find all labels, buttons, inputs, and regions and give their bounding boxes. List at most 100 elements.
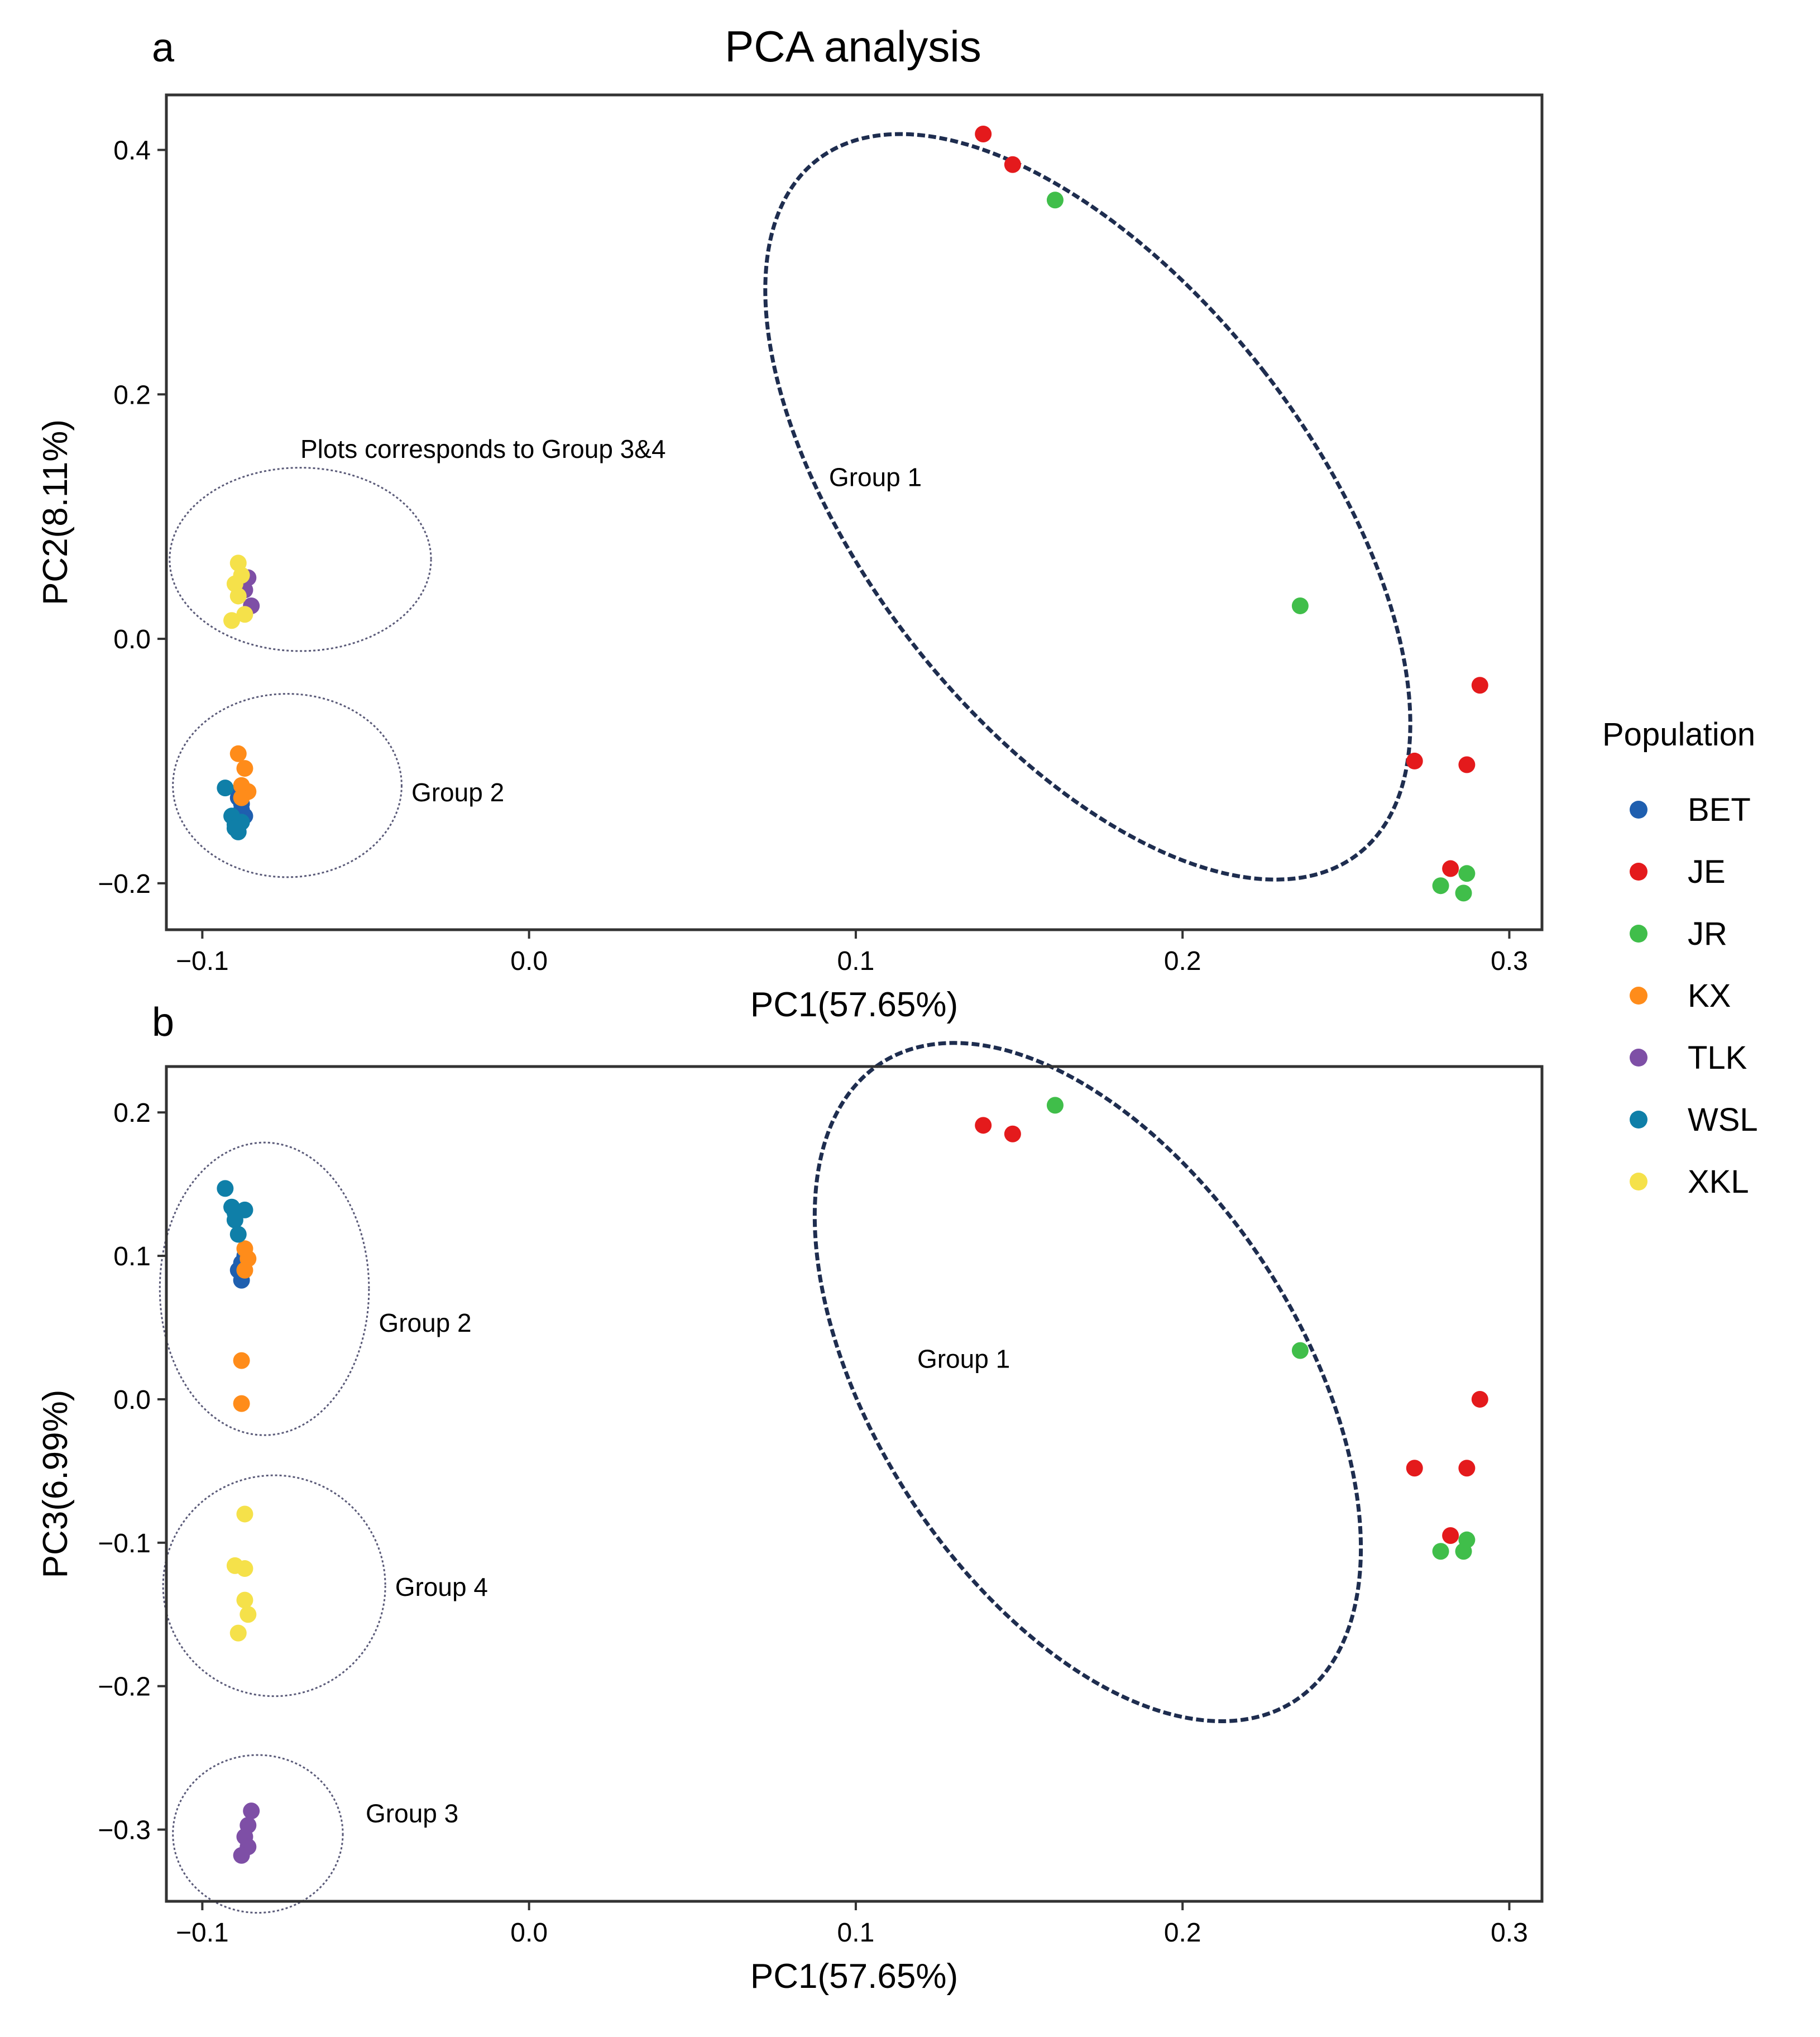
point-jr [1291, 1342, 1309, 1359]
x-tick-label: 0.0 [510, 1918, 548, 1948]
y-tick-label: −0.1 [98, 1529, 151, 1558]
legend-item-bet: BET [1630, 792, 1751, 828]
point-jr [1455, 884, 1472, 902]
point-kx [233, 1352, 250, 1369]
annotation: Group 4 [395, 1572, 488, 1601]
y-tick-label: 0.1 [113, 1242, 151, 1271]
point-wsl [229, 1226, 247, 1243]
plot-frame [165, 93, 1544, 931]
legend-label: JR [1688, 916, 1727, 952]
point-jr [1458, 1531, 1476, 1548]
figure-title: PCA analysis [725, 22, 981, 71]
annotation: Group 3 [366, 1799, 458, 1828]
y-tick-label: −0.2 [98, 869, 151, 899]
point-wsl [226, 1204, 243, 1222]
point-jr [1432, 877, 1449, 895]
point-je [1442, 860, 1459, 877]
legend-swatch [1630, 1173, 1647, 1190]
panel-label: a [152, 26, 175, 70]
group-ellipse-small [172, 1754, 344, 1914]
point-xkl [229, 1624, 247, 1642]
point-wsl [217, 780, 234, 797]
point-xkl [240, 1606, 257, 1623]
group-ellipse-small [172, 693, 403, 878]
y-tick-label: 0.0 [113, 625, 151, 654]
point-jr [1046, 1097, 1064, 1114]
group-ellipse-small [159, 1141, 370, 1436]
point-jr [1432, 1543, 1449, 1560]
legend-swatch [1630, 1049, 1647, 1067]
point-je [1442, 1527, 1459, 1544]
point-xkl [236, 1505, 253, 1523]
point-je [1471, 677, 1488, 694]
legend-label: KX [1688, 978, 1731, 1014]
point-xkl [236, 1560, 253, 1577]
legend-label: TLK [1688, 1040, 1747, 1076]
point-je [1004, 156, 1021, 173]
annotation: Group 2 [411, 778, 504, 807]
point-xkl [236, 606, 253, 623]
point-xkl [236, 1591, 253, 1609]
x-tick-label: 0.3 [1491, 946, 1528, 976]
legend-label: BET [1688, 792, 1751, 828]
legend-swatch [1630, 863, 1647, 881]
point-wsl [226, 820, 243, 837]
legend-label: JE [1688, 854, 1726, 890]
annotation: Group 1 [829, 462, 922, 491]
legend-item-xkl: XKL [1630, 1164, 1749, 1200]
point-kx [229, 745, 247, 762]
group-ellipse-small [169, 467, 432, 652]
point-tlk [233, 1847, 250, 1864]
point-je [1406, 752, 1423, 769]
point-jr [1046, 192, 1064, 209]
legend-swatch [1630, 925, 1647, 943]
legend-label: XKL [1688, 1164, 1749, 1200]
legend-label: WSL [1688, 1102, 1758, 1138]
y-tick-label: 0.4 [113, 136, 151, 165]
x-tick-label: 0.0 [510, 946, 548, 976]
y-tick-label: −0.3 [98, 1816, 151, 1845]
y-tick-label: 0.0 [113, 1385, 151, 1415]
point-kx [236, 1261, 253, 1279]
point-je [1458, 1460, 1476, 1477]
annotation: Group 1 [917, 1344, 1010, 1373]
legend-swatch [1630, 1111, 1647, 1129]
x-tick-label: −0.1 [176, 1918, 229, 1948]
annotation: Group 2 [379, 1308, 471, 1337]
group-ellipse-main [763, 132, 1412, 882]
legend-title: Population [1602, 716, 1755, 753]
y-axis-label: PC2(8.11%) [36, 419, 75, 605]
point-jr [1458, 865, 1476, 882]
legend-item-kx: KX [1630, 978, 1731, 1014]
panel-label: b [152, 1000, 174, 1045]
x-axis-label: PC1(57.65%) [750, 1957, 958, 1996]
x-tick-label: 0.1 [837, 1918, 875, 1948]
legend: Population BET JE JR KX TLK WSL XKL [1602, 716, 1758, 1200]
x-tick-label: 0.1 [837, 946, 875, 976]
legend-item-wsl: WSL [1630, 1102, 1758, 1138]
annotation: Plots corresponds to Group 3&4 [300, 434, 666, 463]
point-je [1406, 1460, 1423, 1477]
y-tick-label: −0.2 [98, 1672, 151, 1702]
group-ellipse-main [812, 1041, 1363, 1723]
group-ellipse-small [162, 1474, 386, 1698]
x-tick-label: 0.3 [1491, 1918, 1528, 1948]
point-jr [1291, 597, 1309, 614]
panel-a: a Plots corresponds to Group 3&4 Group 1 Gr… [36, 26, 1544, 1024]
point-tlk [243, 1802, 260, 1820]
x-tick-label: 0.2 [1164, 1918, 1201, 1948]
y-axis-label: PC3(6.99%) [36, 1390, 75, 1579]
legend-item-je: JE [1630, 854, 1726, 890]
x-axis-label: PC1(57.65%) [750, 986, 958, 1024]
point-je [975, 1117, 992, 1134]
legend-item-jr: JR [1630, 916, 1727, 952]
point-kx [236, 760, 253, 777]
point-kx [233, 789, 250, 806]
x-tick-label: −0.1 [176, 946, 229, 976]
point-xkl [223, 612, 241, 629]
point-wsl [217, 1180, 234, 1197]
point-je [1458, 756, 1476, 773]
legend-item-tlk: TLK [1630, 1040, 1747, 1076]
x-tick-label: 0.2 [1164, 946, 1201, 976]
